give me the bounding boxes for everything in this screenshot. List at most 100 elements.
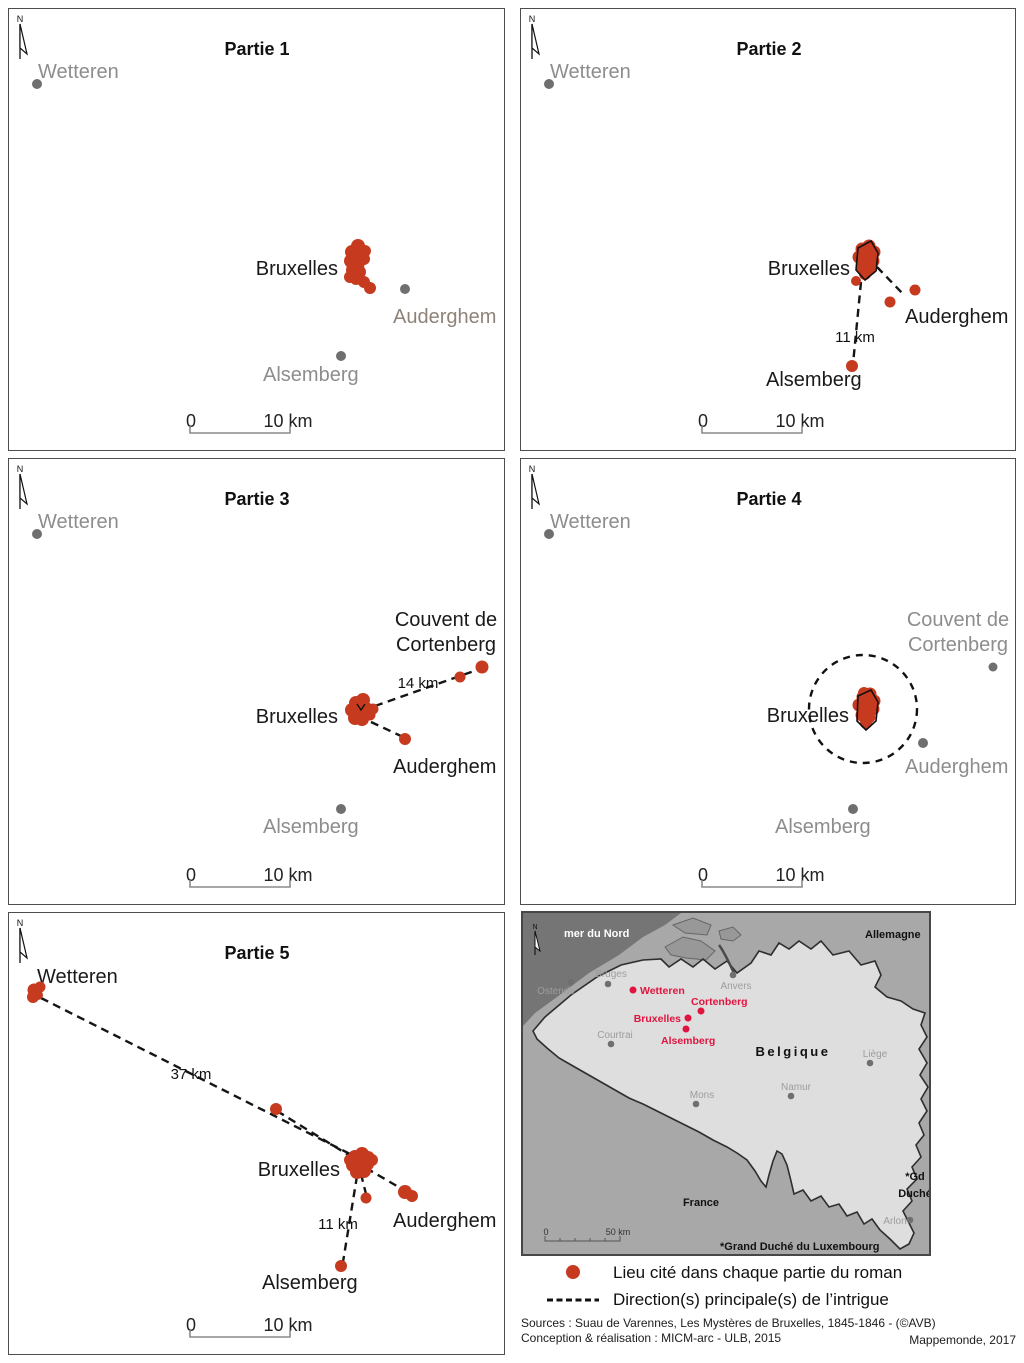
credit-conception: Conception & réalisation : MICM-arc - UL… (521, 1331, 782, 1345)
label-couvent-line1: Couvent de (907, 609, 1009, 631)
distance-label-wetteren: 37 km (171, 1066, 212, 1083)
label-anvers: Anvers (720, 981, 751, 992)
red-dot (909, 284, 921, 296)
cluster-outline (855, 239, 879, 282)
bruxelles-cluster (345, 693, 379, 726)
north-letter: N (17, 918, 24, 928)
north-sea (523, 913, 681, 1026)
label-wetteren: Wetteren (38, 511, 119, 533)
north-arrow: N (17, 14, 29, 59)
scale-bar: 0 10 km (186, 865, 313, 888)
legend-place-label: Lieu cité dans chaque partie du roman (613, 1263, 903, 1282)
gray-cities: Ostende Bruges Anvers Courtrai Mons Namu… (537, 969, 914, 1227)
cluster-outline (856, 688, 879, 732)
direction-line-auderghem (876, 266, 906, 297)
direction-line-couvent (374, 668, 478, 708)
distance-label: 14 km (398, 675, 439, 692)
panel-title: Partie 5 (224, 943, 289, 963)
north-letter: N (529, 464, 536, 474)
panel-title: Partie 2 (736, 39, 801, 59)
panel-5-map: N Partie 5 Wetteren 37 km Bruxelles (17, 918, 496, 1338)
couvent-dot (988, 662, 998, 672)
scale-zero: 0 (698, 411, 708, 431)
label-wetteren-red: Wetteren (640, 985, 685, 997)
label-france: France (683, 1197, 719, 1209)
alsemberg-dot (846, 360, 858, 372)
label-alsemberg: Alsemberg (775, 816, 871, 838)
cluster-outline (356, 703, 366, 712)
wetteren-dot (32, 529, 42, 539)
direction-line-wetteren (40, 996, 353, 1157)
panel-title: Partie 4 (736, 489, 801, 509)
label-alsemberg: Alsemberg (262, 1272, 358, 1294)
scale-ten: 10 km (263, 1315, 312, 1335)
map-scale-bar: 0 50 km (543, 1227, 630, 1242)
direction-line-alsemberg (851, 281, 863, 365)
north-letter: N (17, 14, 24, 24)
label-alsemberg: Alsemberg (766, 369, 862, 391)
scale-bar: 0 10 km (186, 1315, 313, 1338)
label-wetteren: Wetteren (37, 966, 118, 988)
auderghem-dot (400, 284, 410, 294)
estuary-islands (664, 917, 742, 961)
intrigue-circle (807, 653, 919, 765)
scale-bar: 0 10 km (186, 411, 313, 434)
credit-sources: Sources : Suau de Varennes, Les Mystères… (521, 1316, 936, 1330)
scheldt-river (717, 944, 736, 974)
scale-zero: 0 (543, 1227, 548, 1237)
direction-line-middle (276, 1109, 356, 1161)
belgium-map: N mer du Nord Allemagne Belgique France … (523, 913, 929, 1254)
scale-zero: 0 (698, 865, 708, 885)
legend-place-dot (566, 1265, 580, 1279)
label-arlon: Arlon (883, 1216, 906, 1227)
panel-2-map: N Partie 2 Wetteren Bruxelles 11 km Aude… (529, 14, 1008, 434)
credit-journal: Mappemonde, 2017 (909, 1333, 1016, 1347)
north-arrow: N (532, 924, 541, 955)
red-dot (884, 296, 896, 308)
label-wetteren: Wetteren (38, 61, 119, 83)
wetteren-cluster (27, 981, 46, 1003)
north-arrow: N (17, 464, 29, 509)
belgium-outline (532, 939, 929, 1250)
label-bruxelles: Bruxelles (256, 706, 338, 728)
direction-line-alsemberg (341, 1175, 359, 1263)
label-auderghem: Auderghem (905, 306, 1008, 328)
label-alsemberg: Alsemberg (263, 364, 359, 386)
panel-partie-5: N Partie 5 Wetteren 37 km Bruxelles (8, 912, 505, 1355)
scale-bar: 0 10 km (698, 865, 825, 888)
direction-line-auderghem (370, 720, 402, 738)
north-arrow: N (17, 918, 29, 963)
scale-bar: 0 10 km (698, 411, 825, 434)
bruxelles-cluster (344, 239, 376, 294)
panel-3-map: N Partie 3 Wetteren Couvent de Cortenber… (17, 464, 497, 888)
distance-label: 11 km (835, 329, 875, 346)
label-auderghem: Auderghem (393, 756, 496, 778)
label-alsemberg-red: Alsemberg (661, 1035, 715, 1047)
panel-partie-2: N Partie 2 Wetteren Bruxelles 11 km Aude… (520, 8, 1016, 451)
red-cities: Wetteren Cortenberg Bruxelles Alsemberg (629, 985, 748, 1047)
panel-partie-1: N Partie 1 Wetteren Bruxelles Auderghem … (8, 8, 505, 451)
north-letter: N (17, 464, 24, 474)
north-letter: N (532, 924, 537, 931)
panel-partie-4: N Partie 4 Wetteren Couvent de Cortenber… (520, 458, 1016, 905)
label-belgique: Belgique (756, 1044, 831, 1059)
legend-direction-dash (547, 1298, 599, 1302)
red-dot (360, 1192, 372, 1204)
north-letter: N (529, 14, 536, 24)
label-alsemberg: Alsemberg (263, 816, 359, 838)
scale-zero: 0 (186, 1315, 196, 1335)
label-mons: Mons (690, 1090, 714, 1101)
label-auderghem: Auderghem (393, 306, 496, 328)
panel-partie-3: N Partie 3 Wetteren Couvent de Cortenber… (8, 458, 505, 905)
label-cortenberg-red: Cortenberg (691, 996, 748, 1008)
panel-4-map: N Partie 4 Wetteren Couvent de Cortenber… (529, 464, 1009, 888)
label-wetteren: Wetteren (550, 511, 631, 533)
wetteren-dot (544, 79, 554, 89)
scale-ten: 10 km (775, 865, 824, 885)
north-arrow: N (529, 14, 541, 59)
panel-title: Partie 3 (224, 489, 289, 509)
scale-zero: 0 (186, 865, 196, 885)
panel-1-map: N Partie 1 Wetteren Bruxelles Auderghem … (17, 14, 496, 434)
scale-ten: 10 km (775, 411, 824, 431)
